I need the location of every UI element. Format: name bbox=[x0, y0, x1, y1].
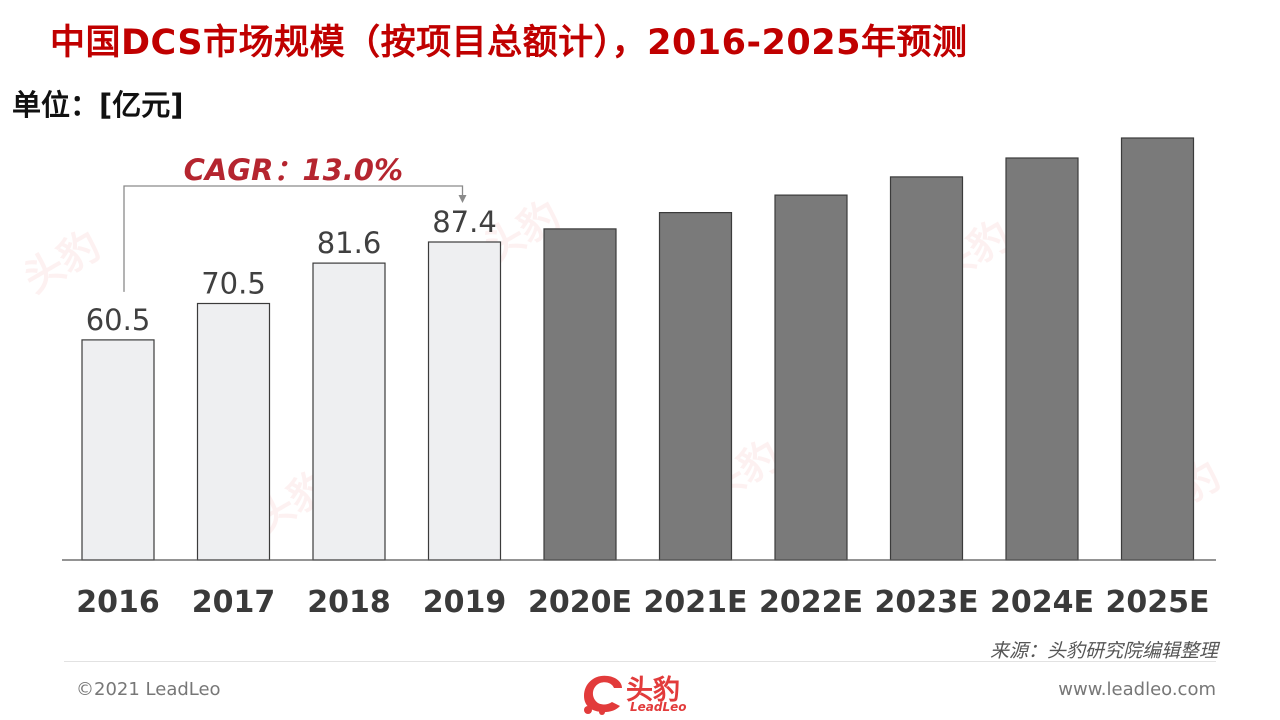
logo-subtext: LeadLeo bbox=[630, 700, 687, 714]
bar-2022E bbox=[774, 194, 848, 561]
x-axis-labels-group: 2016 2017 2018 2019 2020E 2021E 2022E 2023E 2024… bbox=[76, 585, 1209, 620]
x-tick-label-2024E: 2024E bbox=[990, 585, 1094, 620]
x-tick-label-2018: 2018 bbox=[307, 585, 391, 620]
cagr-label: CAGR：13.0% bbox=[184, 153, 403, 187]
x-tick-label-2025E: 2025E bbox=[1106, 585, 1210, 620]
footer-divider bbox=[64, 661, 1216, 662]
website-link[interactable]: www.leadleo.com bbox=[1058, 679, 1216, 700]
leopard-icon bbox=[584, 675, 622, 715]
value-label-2019: 87.4 bbox=[432, 205, 497, 239]
bar-2023E bbox=[889, 176, 964, 561]
logo-text: 头豹 bbox=[626, 675, 680, 706]
cagr-arrowhead bbox=[458, 195, 467, 203]
bar-2021E bbox=[658, 212, 733, 561]
value-labels-group: 60.5 70.5 81.6 87.4 bbox=[86, 205, 497, 337]
copyright-text: ©2021 LeadLeo bbox=[76, 679, 221, 700]
leadleo-logo: 头豹 LeadLeo bbox=[578, 666, 708, 718]
bar-2024E bbox=[1005, 157, 1079, 561]
bar-2018 bbox=[312, 262, 386, 561]
x-tick-label-2020E: 2020E bbox=[528, 585, 632, 620]
chart-title: 中国DCS市场规模（按项目总额计），2016-2025年预测 bbox=[50, 23, 968, 63]
bars-group bbox=[81, 137, 1195, 561]
source-note: 来源：头豹研究院编辑整理 bbox=[989, 640, 1218, 662]
x-tick-label-2019: 2019 bbox=[423, 585, 507, 620]
bar-2016 bbox=[81, 339, 155, 561]
x-tick-label-2017: 2017 bbox=[192, 585, 276, 620]
value-label-2018: 81.6 bbox=[317, 226, 382, 260]
x-tick-label-2023E: 2023E bbox=[875, 585, 979, 620]
cagr-annotation: CAGR：13.0% bbox=[123, 153, 467, 292]
unit-label: 单位：[亿元] bbox=[12, 88, 184, 122]
bar-2017 bbox=[196, 302, 271, 561]
x-tick-label-2016: 2016 bbox=[76, 585, 160, 620]
value-label-2016: 60.5 bbox=[86, 303, 151, 337]
bar-2025E bbox=[1120, 137, 1195, 561]
value-label-2017: 70.5 bbox=[201, 267, 266, 301]
x-tick-label-2021E: 2021E bbox=[644, 585, 748, 620]
x-tick-label-2022E: 2022E bbox=[759, 585, 863, 620]
bar-2020E bbox=[543, 228, 617, 561]
cagr-bracket bbox=[123, 185, 464, 292]
bar-2019 bbox=[427, 241, 502, 561]
